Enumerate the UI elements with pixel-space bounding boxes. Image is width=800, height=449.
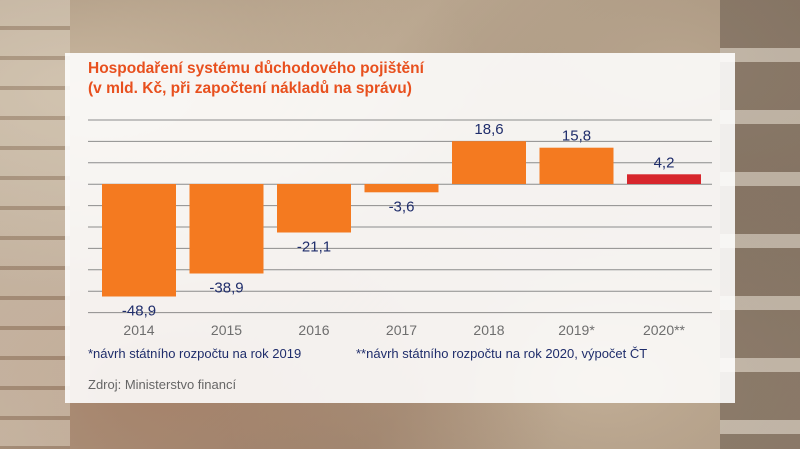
data-label: -48,9 (122, 303, 156, 320)
category-label: 2018 (473, 322, 504, 338)
category-label: 2016 (298, 322, 329, 338)
chart-title: Hospodaření systému důchodového pojištěn… (88, 60, 424, 77)
background-banknote-stack (0, 0, 70, 449)
data-label: -21,1 (297, 239, 331, 256)
category-label: 2015 (211, 322, 242, 338)
bar-2015 (189, 184, 264, 274)
data-label: 4,2 (654, 154, 675, 171)
source-note: Zdroj: Ministerstvo financí (88, 377, 237, 392)
chart-data-labels: -48,9 -38,9 -21,1 -3,6 18,6 15,8 4,2 (122, 121, 675, 319)
footnote-2020: **návrh státního rozpočtu na rok 2020, v… (356, 346, 648, 361)
data-label: 15,8 (562, 128, 591, 145)
data-label: -3,6 (389, 198, 415, 215)
category-label: 2019* (558, 322, 595, 338)
chart-category-labels: 2014 2015 2016 2017 2018 2019* 2020** (123, 322, 685, 338)
chart-bars (102, 141, 701, 297)
data-label: 18,6 (474, 121, 503, 138)
bar-2016 (277, 184, 351, 233)
category-label: 2020** (643, 322, 686, 338)
bar-2017 (364, 184, 439, 193)
bar-2018 (452, 141, 526, 184)
category-label: 2014 (123, 322, 154, 338)
bar-2019 (539, 147, 614, 184)
bar-2020 (627, 174, 701, 184)
footnote-2019: *návrh státního rozpočtu na rok 2019 (88, 346, 302, 361)
category-label: 2017 (386, 322, 417, 338)
chart-panel (65, 53, 735, 403)
data-label: -38,9 (209, 280, 243, 297)
chart-gridlines (88, 119, 712, 314)
chart-subtitle: (v mld. Kč, při započtení nákladů na spr… (88, 80, 412, 97)
bar-2014 (102, 184, 176, 297)
